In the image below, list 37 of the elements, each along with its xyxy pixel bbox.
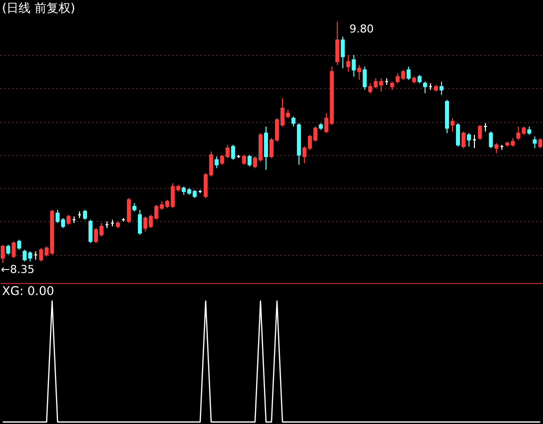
candlestick	[423, 81, 428, 94]
candlestick	[352, 54, 356, 78]
candlestick	[264, 126, 268, 170]
chart-title: (日线 前复权)	[2, 1, 76, 15]
candlestick	[538, 138, 542, 149]
candlestick	[231, 144, 236, 160]
candlestick	[17, 239, 22, 250]
chart-title: XG: 0.00	[2, 284, 54, 298]
candlestick	[88, 219, 92, 244]
candlestick	[494, 142, 498, 154]
annotation: 9.80	[349, 22, 374, 36]
candlestick	[248, 154, 252, 167]
candlestick	[466, 132, 471, 147]
candlestick	[291, 116, 296, 128]
candlestick	[478, 124, 482, 140]
candlestick	[335, 21, 340, 66]
candlestick	[340, 36, 345, 69]
candlestick	[406, 66, 411, 80]
candlestick	[126, 198, 131, 224]
candlestick	[0, 244, 5, 264]
candlestick	[66, 214, 71, 226]
candlestick	[532, 136, 537, 149]
candlestick	[440, 81, 444, 96]
candlestick	[461, 131, 466, 149]
candlestick	[12, 240, 16, 259]
candlestick	[362, 66, 367, 90]
candlestick	[138, 209, 142, 236]
candlestick	[214, 156, 219, 169]
candlestick	[83, 209, 88, 220]
candlestick	[346, 54, 350, 72]
candlestick	[242, 154, 246, 166]
candlestick	[456, 122, 460, 147]
annotation: ←8.35	[0, 263, 34, 276]
candlestick	[450, 118, 454, 132]
candlestick	[6, 244, 10, 256]
candlestick	[357, 64, 362, 80]
candlestick	[488, 131, 493, 149]
